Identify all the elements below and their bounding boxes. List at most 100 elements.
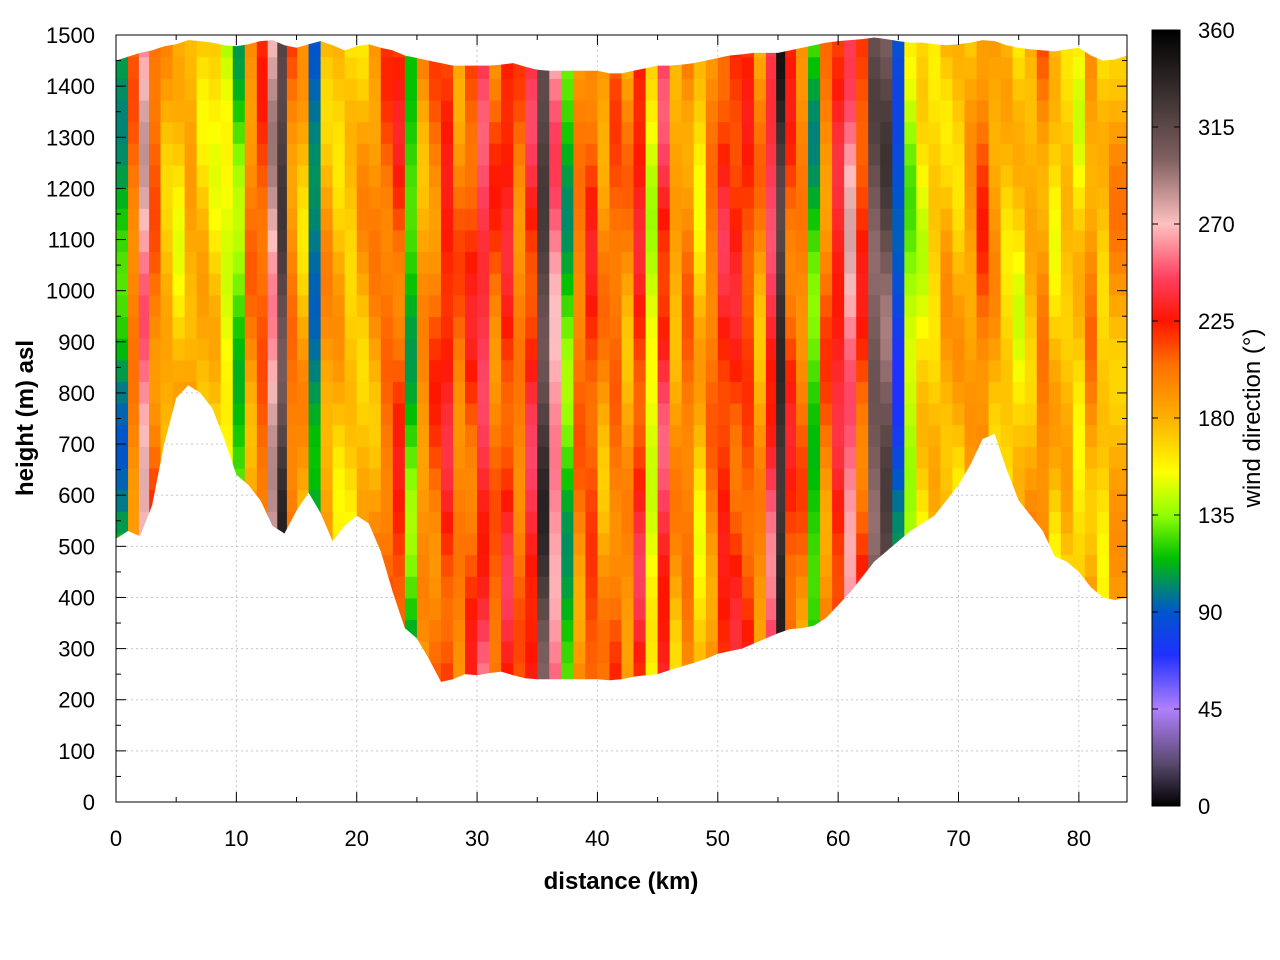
wind-cell xyxy=(856,359,869,382)
wind-cell xyxy=(741,424,755,447)
wind-cell xyxy=(267,662,278,682)
wind-cell xyxy=(368,338,382,361)
wind-cell xyxy=(537,359,550,382)
wind-cell xyxy=(940,186,954,209)
wind-column xyxy=(356,37,370,682)
wind-column xyxy=(645,37,659,682)
wind-cell xyxy=(621,489,635,512)
wind-column xyxy=(832,37,845,682)
wind-cell xyxy=(681,294,695,318)
wind-cell xyxy=(1036,143,1050,166)
wind-cell xyxy=(392,662,406,682)
wind-cell xyxy=(513,662,526,682)
wind-cell xyxy=(940,446,954,469)
wind-cell xyxy=(964,489,978,512)
wind-cell xyxy=(717,294,731,318)
wind-cell xyxy=(597,316,611,339)
wind-cell xyxy=(128,186,140,209)
wind-cell xyxy=(1072,186,1086,209)
wind-cell xyxy=(149,251,162,274)
wind-cell xyxy=(501,251,514,274)
wind-cell xyxy=(256,121,269,144)
wind-cell xyxy=(832,164,845,188)
wind-cell xyxy=(880,511,893,534)
wind-cell xyxy=(868,56,881,79)
wind-cell xyxy=(489,37,502,58)
wind-cell xyxy=(1024,99,1038,123)
wind-cell xyxy=(232,316,246,339)
wind-cell xyxy=(1000,338,1014,361)
wind-cell xyxy=(1072,99,1086,123)
wind-column xyxy=(633,37,647,682)
wind-cell xyxy=(356,511,370,534)
wind-cell xyxy=(428,37,442,58)
wind-cell xyxy=(585,576,599,599)
wind-cell xyxy=(368,489,382,512)
wind-cell xyxy=(988,662,1002,682)
wind-cell xyxy=(621,78,635,101)
wind-cell xyxy=(149,121,162,144)
wind-cell xyxy=(785,143,797,166)
wind-cell xyxy=(368,467,382,491)
wind-cell xyxy=(489,619,502,642)
wind-cell xyxy=(308,338,322,361)
wind-cell xyxy=(705,273,719,296)
y-tick-label: 400 xyxy=(58,585,95,610)
wind-cell xyxy=(645,208,659,231)
wind-cell xyxy=(868,489,881,512)
wind-cell xyxy=(549,208,562,231)
wind-cell xyxy=(964,554,978,577)
wind-cell xyxy=(1024,532,1038,556)
wind-cell xyxy=(657,78,671,101)
wind-cell xyxy=(1024,446,1038,469)
wind-column xyxy=(729,37,743,682)
wind-cell xyxy=(220,662,234,682)
wind-cell xyxy=(501,186,514,209)
wind-cell xyxy=(753,164,767,188)
wind-cell xyxy=(196,424,210,447)
wind-cell xyxy=(220,294,234,318)
wind-cell xyxy=(609,446,623,469)
wind-cell xyxy=(681,532,695,556)
wind-cell xyxy=(705,619,719,642)
wind-cell xyxy=(952,121,966,144)
wind-cell xyxy=(808,402,821,426)
wind-cell xyxy=(404,316,418,339)
wind-cell xyxy=(1096,467,1110,491)
wind-cell xyxy=(1024,78,1038,101)
wind-cell xyxy=(1084,402,1098,426)
wind-cell xyxy=(489,446,502,469)
wind-cell xyxy=(392,37,406,58)
wind-cell xyxy=(404,186,418,209)
wind-cell xyxy=(928,99,942,123)
wind-cell xyxy=(220,597,234,621)
wind-cell xyxy=(320,532,334,556)
wind-cell xyxy=(525,37,538,58)
wind-cell xyxy=(916,381,930,404)
wind-cell xyxy=(428,619,442,642)
wind-cell xyxy=(1072,532,1086,556)
wind-cell xyxy=(645,164,659,188)
wind-cell xyxy=(928,511,942,534)
wind-cell xyxy=(380,208,394,231)
wind-cell xyxy=(308,143,322,166)
wind-column xyxy=(1060,37,1074,682)
wind-cell xyxy=(753,143,767,166)
wind-cell xyxy=(844,251,857,274)
wind-cell xyxy=(160,424,174,447)
wind-cell xyxy=(820,597,833,621)
wind-cell xyxy=(368,576,382,599)
wind-cell xyxy=(1036,532,1050,556)
wind-cell xyxy=(208,99,222,123)
wind-cell xyxy=(267,121,278,144)
wind-cell xyxy=(428,186,442,209)
wind-cell xyxy=(1084,143,1098,166)
wind-cell xyxy=(573,662,586,682)
wind-cell xyxy=(267,641,278,664)
wind-cell xyxy=(573,597,586,621)
wind-cell xyxy=(116,576,129,599)
wind-cell xyxy=(868,229,881,253)
wind-cell xyxy=(465,424,478,447)
wind-cell xyxy=(549,186,562,209)
wind-cell xyxy=(729,208,743,231)
